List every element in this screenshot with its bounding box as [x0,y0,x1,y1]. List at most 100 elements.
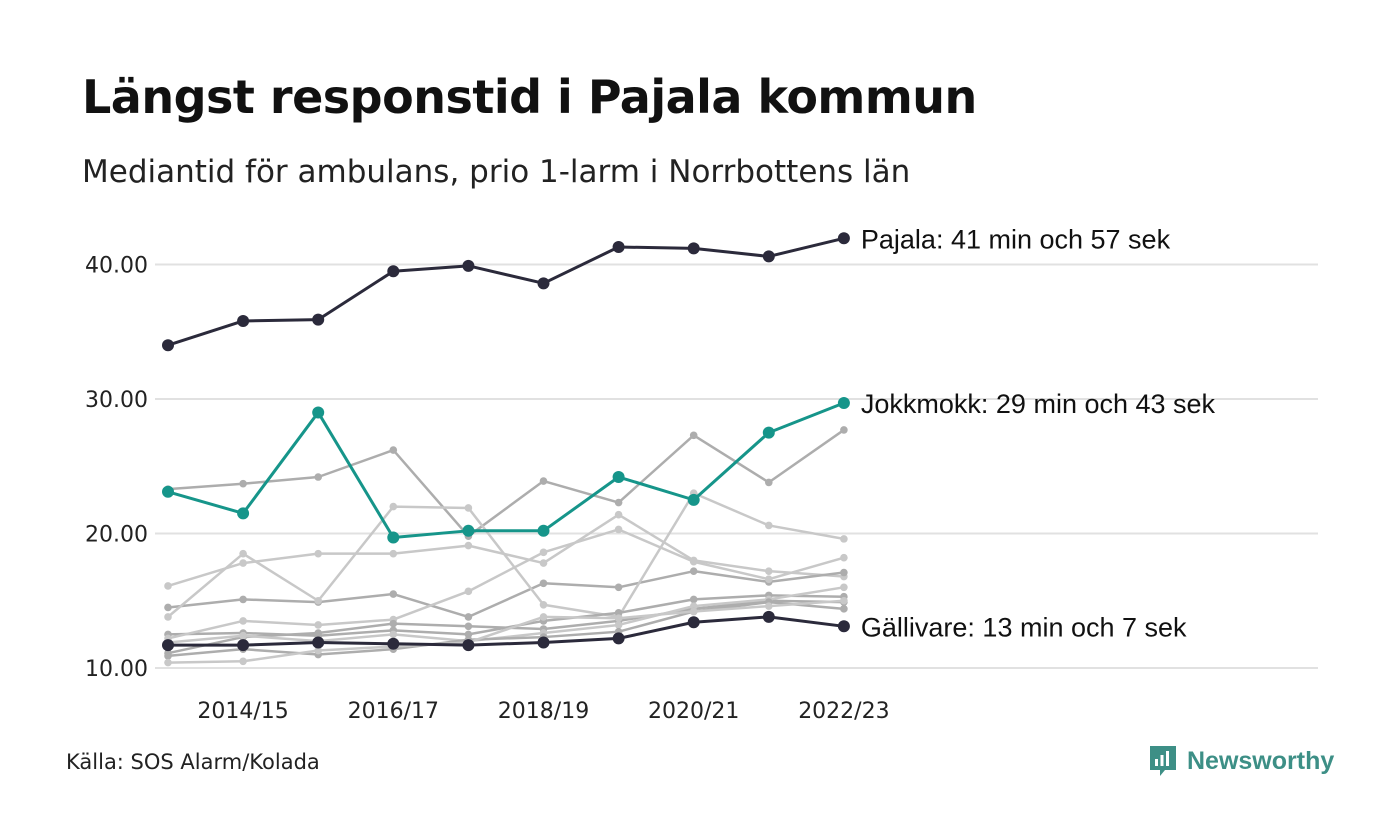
data-point [614,621,623,629]
x-tick-label: 2022/23 [798,699,889,724]
data-point [614,609,623,617]
data-point [765,575,773,584]
data-point [539,600,548,609]
data-point [162,485,174,498]
data-point [614,510,623,519]
y-tick-label: 20.00 [85,523,148,548]
background-series-line [164,567,848,621]
data-point [239,479,247,488]
data-point [314,646,323,655]
background-series-line [164,525,848,643]
series-end-labels: Pajala: 41 min och 57 sek Jokkmokk: 29 mi… [861,224,1216,642]
y-tick-label: 40.00 [85,254,148,279]
data-point [762,250,775,263]
data-point [840,583,848,592]
background-series [164,426,848,667]
series-line [168,615,845,647]
series-line [167,491,845,619]
data-point [389,549,398,558]
data-point [614,614,623,623]
series-line [167,401,845,540]
data-point [837,620,850,633]
data-point [687,242,700,255]
data-point [237,507,250,520]
data-point [462,639,475,652]
highlighted-series [162,232,850,652]
data-point [537,636,550,649]
brand-logo[interactable]: Newsworthy [1148,744,1334,778]
series-gllivare [162,610,850,652]
data-point [162,339,174,352]
series-end-label: Pajala: 41 min och 57 sek [861,224,1171,254]
series-line [167,513,844,588]
data-point [464,622,473,631]
data-point [687,616,700,629]
data-point [387,531,400,544]
data-point [765,602,773,610]
data-point [312,636,325,649]
data-point [840,596,848,605]
x-tick-label: 2016/17 [348,699,439,724]
data-point [762,610,775,623]
source-note: Källa: SOS Alarm/Kolada [66,750,320,774]
data-point [164,582,172,590]
data-point [389,619,398,628]
data-point [464,587,473,596]
series-jokkmokk [162,397,850,544]
data-point [239,549,247,558]
data-point [840,553,848,562]
series-end-label: Gällivare: 13 min och 7 sek [861,612,1187,642]
data-point [462,259,475,272]
series-line [167,236,845,347]
data-point [840,568,848,577]
data-point [162,639,174,652]
background-series-line [164,596,848,667]
data-point [314,621,323,629]
data-point [387,637,400,650]
background-series-line [164,583,848,647]
data-point [389,630,398,639]
data-point [689,595,698,604]
data-point [539,477,548,485]
data-point [314,596,323,605]
x-axis-ticks: 2014/15 2016/17 2018/19 2020/21 2022/23 [197,699,889,724]
series-line [167,586,845,644]
series-end-label: Jokkmokk: 29 min och 43 sek [861,389,1216,419]
data-point [612,632,625,645]
data-point [389,446,398,454]
series-pajala [162,232,850,352]
newsworthy-logo-icon [1150,746,1176,776]
data-point [539,559,548,567]
series-line [167,600,845,658]
chart-subtitle: Mediantid för ambulans, prio 1-larm i No… [82,154,911,190]
data-point [840,535,848,543]
data-point [689,607,698,616]
data-point [464,504,473,512]
data-point [612,241,625,254]
data-point [239,617,247,625]
series-line [167,599,844,655]
data-point [389,590,398,598]
data-point [689,557,698,566]
x-tick-label: 2018/19 [498,699,589,724]
data-point [312,313,325,326]
data-point [614,498,623,507]
series-line [167,528,845,640]
data-point [239,631,247,640]
x-tick-label: 2020/21 [648,699,739,724]
data-point [164,652,172,660]
data-point [537,277,550,290]
data-point [312,406,325,419]
series-line [167,428,845,538]
data-point [765,521,773,530]
data-point [314,629,323,637]
brand-name: Newsworthy [1187,746,1335,775]
data-point [164,658,172,667]
data-point [614,525,623,534]
data-point [539,613,548,621]
data-point [537,524,550,537]
grid-lines [155,263,1318,669]
x-tick-label: 2014/15 [197,699,288,724]
data-point [837,397,850,410]
series-line [167,569,845,619]
